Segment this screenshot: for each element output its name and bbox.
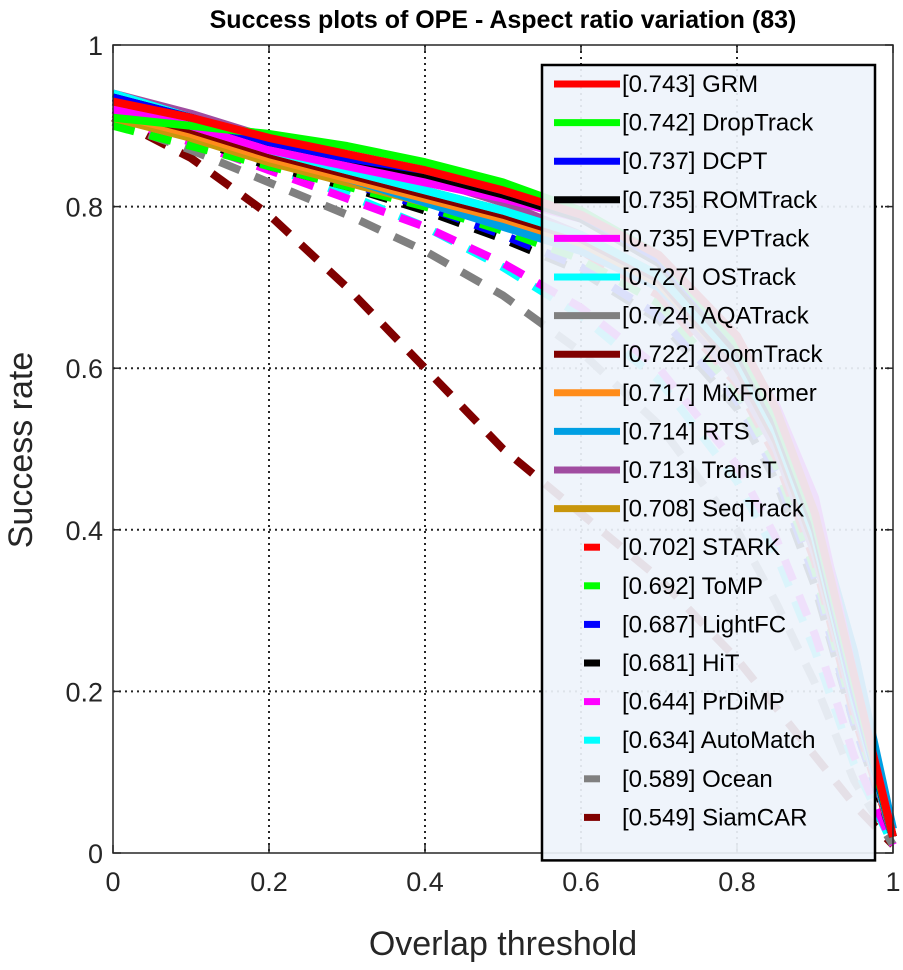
chart-title: Success plots of OPE - Aspect ratio vari… [210,6,797,34]
y-tick-label-2: 0.4 [65,516,103,546]
legend-label-zoomtrack: [0.722] ZoomTrack [622,341,824,368]
axis-ticks: 0 0.2 0.4 0.6 0.8 1 0 0.2 0.4 0.6 0.8 1 [65,31,900,897]
y-tick-label-4: 0.8 [65,193,103,223]
legend-label-grm: [0.743] GRM [622,71,758,98]
axes-box [112,44,894,854]
x-tick-label-1: 0.2 [250,867,288,897]
legend-label-mixformer: [0.717] MixFormer [622,380,817,407]
legend-label-stark: [0.702] STARK [622,534,780,561]
legend-label-transt: [0.713] TransT [622,457,777,484]
legend: [0.743] GRM [0.742] DropTrack [0.737] DCPT… [540,63,877,862]
legend-label-hit: [0.681] HiT [622,650,740,677]
legend-label-tomp: [0.692] ToMP [622,573,763,600]
y-axis-label: Success rate [2,352,40,549]
x-tick-label-3: 0.6 [562,867,600,897]
legend-label-dcpt: [0.737] DCPT [622,148,768,175]
legend-label-romtrack: [0.735] ROMTrack [622,187,818,214]
y-tick-label-3: 0.6 [65,354,103,384]
x-tick-label-2: 0.4 [406,867,444,897]
legend-label-ocean: [0.589] Ocean [622,766,773,793]
y-tick-label-5: 1 [88,31,103,61]
legend-label-prdimp: [0.644] PrDiMP [622,689,785,716]
legend-label-seqtrack: [0.708] SeqTrack [622,496,805,523]
legend-label-droptrack: [0.742] DropTrack [622,110,814,137]
x-tick-label-4: 0.8 [718,867,756,897]
x-tick-label-0: 0 [105,867,120,897]
legend-label-lightfc: [0.687] LightFC [622,611,786,638]
x-tick-label-5: 1 [885,867,900,897]
legend-label-evptrack: [0.735] EVPTrack [622,225,810,252]
legend-label-automatch: [0.634] AutoMatch [622,727,815,754]
x-axis-label: Overlap threshold [369,925,637,963]
legend-label-rts: [0.714] RTS [622,418,750,445]
y-tick-label-1: 0.2 [65,677,103,707]
y-tick-label-0: 0 [88,839,103,869]
legend-label-siamcar: [0.549] SiamCAR [622,804,807,831]
legend-label-aqatrack: [0.724] AQATrack [622,303,810,330]
legend-label-ostrack: [0.727] OSTrack [622,264,797,291]
